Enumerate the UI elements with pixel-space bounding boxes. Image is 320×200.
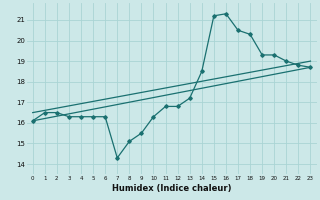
X-axis label: Humidex (Indice chaleur): Humidex (Indice chaleur) (112, 184, 231, 193)
